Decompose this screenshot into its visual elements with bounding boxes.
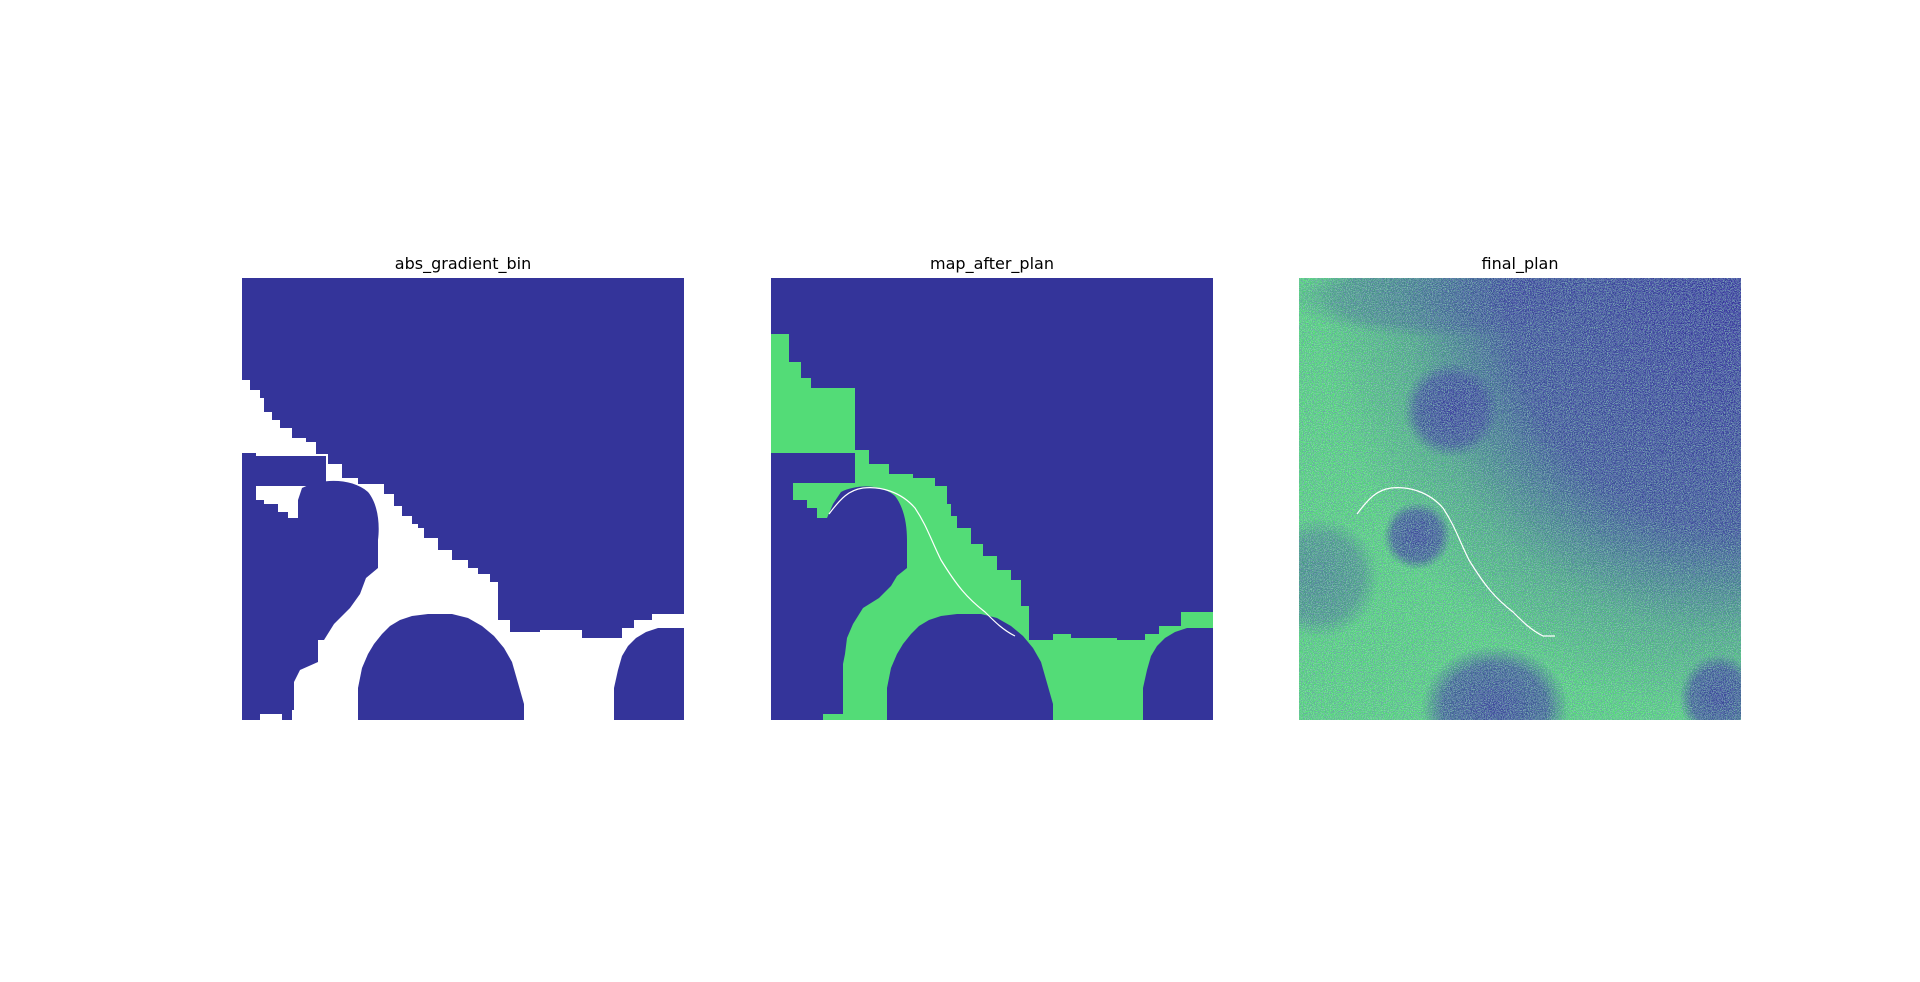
final-plan-image bbox=[1299, 278, 1741, 720]
panel-title: map_after_plan bbox=[930, 254, 1054, 273]
abs-gradient-bin-image bbox=[242, 278, 684, 720]
panel-title: abs_gradient_bin bbox=[394, 254, 532, 273]
map-after-plan-image bbox=[771, 278, 1213, 720]
panel-title: final_plan bbox=[1481, 254, 1559, 273]
